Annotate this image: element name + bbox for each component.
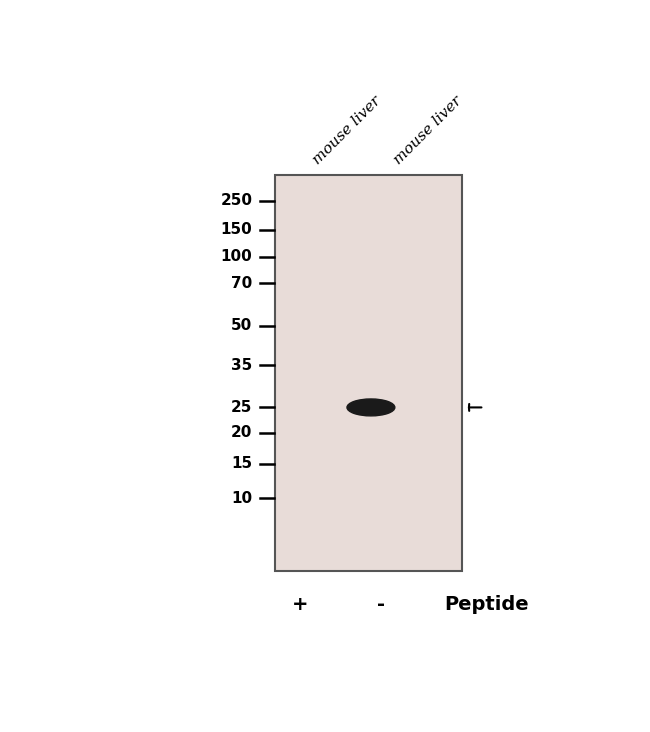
Text: 70: 70 [231, 276, 252, 291]
Text: +: + [292, 595, 309, 614]
Text: mouse liver: mouse liver [311, 93, 384, 167]
Text: 50: 50 [231, 318, 252, 333]
Text: 150: 150 [221, 223, 252, 237]
Text: -: - [377, 595, 385, 614]
Text: Peptide: Peptide [444, 595, 528, 614]
Bar [275, 175, 462, 572]
Ellipse shape [347, 399, 395, 416]
Text: 20: 20 [231, 425, 252, 440]
Text: 10: 10 [231, 490, 252, 506]
Text: mouse liver: mouse liver [391, 93, 465, 167]
Text: 35: 35 [231, 358, 252, 373]
Text: 250: 250 [220, 193, 252, 208]
Text: 15: 15 [231, 456, 252, 471]
Text: 25: 25 [231, 400, 252, 415]
Text: 100: 100 [221, 250, 252, 264]
